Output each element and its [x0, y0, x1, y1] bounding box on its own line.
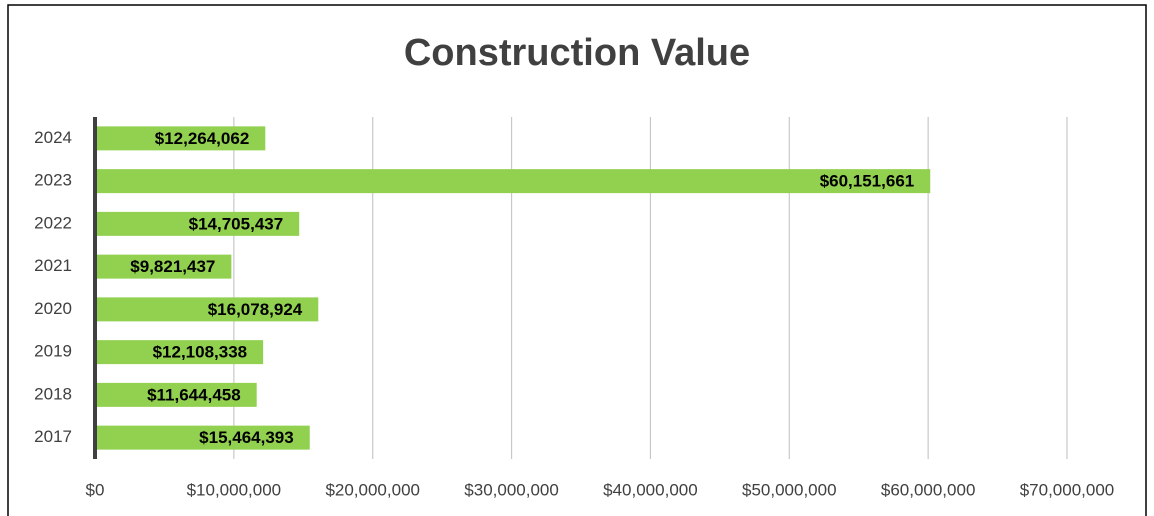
- x-tick-label: $20,000,000: [325, 480, 420, 499]
- y-tick-label: 2020: [34, 299, 72, 318]
- x-tick-label: $70,000,000: [1020, 480, 1115, 499]
- bar: [95, 425, 310, 450]
- x-tick-label: $30,000,000: [464, 480, 559, 499]
- y-tick-label: 2017: [34, 427, 72, 446]
- y-tick-label: 2018: [34, 384, 72, 403]
- bar: [95, 126, 266, 151]
- bar: [95, 254, 232, 279]
- x-tick-label: $40,000,000: [603, 480, 698, 499]
- y-tick-label: 2024: [34, 128, 72, 147]
- y-tick-label: 2019: [34, 342, 72, 361]
- data-label: $9,821,437: [130, 257, 215, 276]
- x-tick-label: $0: [86, 480, 105, 499]
- x-tick-label: $50,000,000: [742, 480, 837, 499]
- bar: [95, 211, 300, 236]
- chart-frame: [7, 4, 1147, 516]
- bar: [95, 382, 257, 407]
- chart-title: Construction Value: [404, 32, 750, 74]
- y-tick-label: 2022: [34, 213, 72, 232]
- x-tick-label: $10,000,000: [187, 480, 282, 499]
- data-label: $11,644,458: [147, 385, 241, 404]
- bar: [95, 169, 931, 194]
- bar: [95, 340, 264, 365]
- x-tick-label: $60,000,000: [881, 480, 976, 499]
- data-label: $15,464,393: [199, 428, 294, 447]
- bar: [95, 297, 319, 322]
- y-tick-label: 2023: [34, 171, 72, 190]
- data-label: $16,078,924: [208, 300, 303, 319]
- data-label: $12,264,062: [155, 129, 250, 148]
- data-label: $60,151,661: [820, 172, 915, 191]
- y-tick-label: 2021: [34, 256, 72, 275]
- data-label: $12,108,338: [153, 343, 248, 362]
- data-label: $14,705,437: [189, 214, 284, 233]
